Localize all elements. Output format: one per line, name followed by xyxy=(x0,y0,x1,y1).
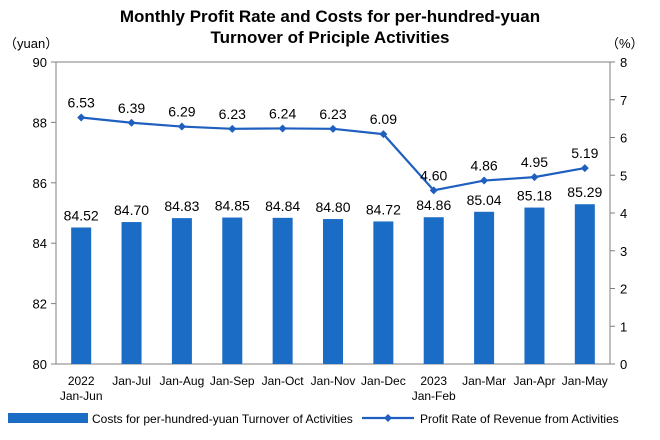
right-axis-unit: （%） xyxy=(606,36,644,51)
line-point xyxy=(329,124,337,133)
bar xyxy=(222,217,243,364)
x-axis-tick-label: Jan-Jul xyxy=(112,374,151,388)
line-point xyxy=(429,186,438,195)
bar xyxy=(574,204,595,364)
data-labels: 84.52 84.70 84.83 84.85 84.84 84.80 84.72 84.86… xyxy=(64,94,603,223)
legend-bar-label: Costs for per-hundred-yuan Turnover of A… xyxy=(92,412,353,426)
left-axis-unit: （yuan） xyxy=(4,36,58,51)
bar xyxy=(323,219,343,364)
bar xyxy=(474,211,495,364)
bar-data-label: 85.18 xyxy=(517,188,552,204)
bar-data-label: 84.80 xyxy=(315,199,350,215)
bar xyxy=(71,227,92,364)
right-axis-tick-label: 6 xyxy=(620,131,627,146)
x-axis-tick-label: Jan-Jun xyxy=(60,389,103,403)
x-axis-tick-label: Jan-Feb xyxy=(412,389,456,403)
line-data-label: 4.60 xyxy=(420,167,447,183)
line-data-label: 4.86 xyxy=(470,158,497,174)
legend-bar-swatch xyxy=(8,413,88,423)
bar-data-label: 85.04 xyxy=(467,192,502,208)
line-point xyxy=(530,173,539,182)
chart-title: Monthly Profit Rate and Costs for per-hu… xyxy=(120,7,540,47)
right-axis-tick-label: 7 xyxy=(620,93,627,108)
left-axis-tick-label: 90 xyxy=(33,55,47,70)
right-axis-tick-label: 8 xyxy=(620,55,627,70)
bar-data-label: 84.52 xyxy=(64,207,99,223)
line-point xyxy=(278,124,287,133)
bar xyxy=(423,217,444,364)
line-point xyxy=(379,130,388,139)
bar-data-label: 84.85 xyxy=(215,198,250,214)
bar-data-label: 85.29 xyxy=(567,184,602,200)
line-point xyxy=(480,176,489,185)
line-data-label: 6.29 xyxy=(168,104,195,120)
line-point xyxy=(228,124,237,133)
bar xyxy=(171,218,192,364)
left-axis-tick-label: 88 xyxy=(33,115,47,130)
x-axis-tick-label: Jan-Sep xyxy=(210,374,255,388)
line-data-label: 6.09 xyxy=(370,111,397,127)
legend: Costs for per-hundred-yuan Turnover of A… xyxy=(8,412,619,426)
legend-line-label: Profit Rate of Revenue from Activities xyxy=(420,412,619,426)
line-point xyxy=(580,164,589,173)
bar-data-label: 84.83 xyxy=(164,198,199,214)
x-axis-tick-label: Jan-Oct xyxy=(262,374,305,388)
left-axis-tick-label: 80 xyxy=(33,357,47,372)
left-axis-tick-label: 84 xyxy=(33,236,47,251)
axes: （yuan） （%）8082848688900123456782022Jan-Ju… xyxy=(4,36,644,403)
line-point xyxy=(77,113,86,122)
x-axis-tick-label: Jan-May xyxy=(562,374,608,388)
bar-data-label: 84.86 xyxy=(416,197,451,213)
right-axis-tick-label: 1 xyxy=(620,319,627,334)
x-axis-tick-label: Jan-Nov xyxy=(311,374,356,388)
line-data-label: 6.23 xyxy=(319,106,346,122)
left-axis-tick-label: 82 xyxy=(33,297,47,312)
line-point xyxy=(127,118,136,127)
chart-title-line: Monthly Profit Rate and Costs for per-hu… xyxy=(120,7,540,26)
right-axis-tick-label: 5 xyxy=(620,168,627,183)
chart-title-line: Turnover of Priciple Activities xyxy=(210,28,449,47)
x-axis-tick-label: Jan-Mar xyxy=(462,374,506,388)
right-axis-tick-label: 0 xyxy=(620,357,627,372)
line-data-label: 6.39 xyxy=(118,100,145,116)
x-axis-tick-label: Jan-Apr xyxy=(513,374,555,388)
bar-data-label: 84.72 xyxy=(366,201,401,217)
line-data-label: 6.53 xyxy=(68,94,95,110)
bar xyxy=(121,222,142,364)
line-data-label: 6.23 xyxy=(219,106,246,122)
line-data-label: 5.19 xyxy=(571,145,598,161)
right-axis-tick-label: 2 xyxy=(620,282,627,297)
right-axis-tick-label: 3 xyxy=(620,244,627,259)
bar-data-label: 84.84 xyxy=(265,198,300,214)
right-axis-tick-label: 4 xyxy=(620,206,627,221)
legend-line-marker xyxy=(384,414,392,422)
bar xyxy=(373,221,394,364)
x-axis-tick-label: 2023 xyxy=(420,374,447,388)
x-axis-tick-label: Jan-Aug xyxy=(160,374,205,388)
line-data-label: 6.24 xyxy=(269,105,296,121)
bar xyxy=(272,217,293,364)
line-series xyxy=(77,113,589,195)
x-axis-tick-label: Jan-Dec xyxy=(361,374,406,388)
x-axis-tick-label: 2022 xyxy=(68,374,95,388)
left-axis-tick-label: 86 xyxy=(33,176,47,191)
bar-series xyxy=(71,204,595,364)
bar xyxy=(524,207,545,364)
line-data-label: 4.95 xyxy=(521,154,548,170)
line-point xyxy=(177,122,186,131)
bar-data-label: 84.70 xyxy=(114,202,149,218)
